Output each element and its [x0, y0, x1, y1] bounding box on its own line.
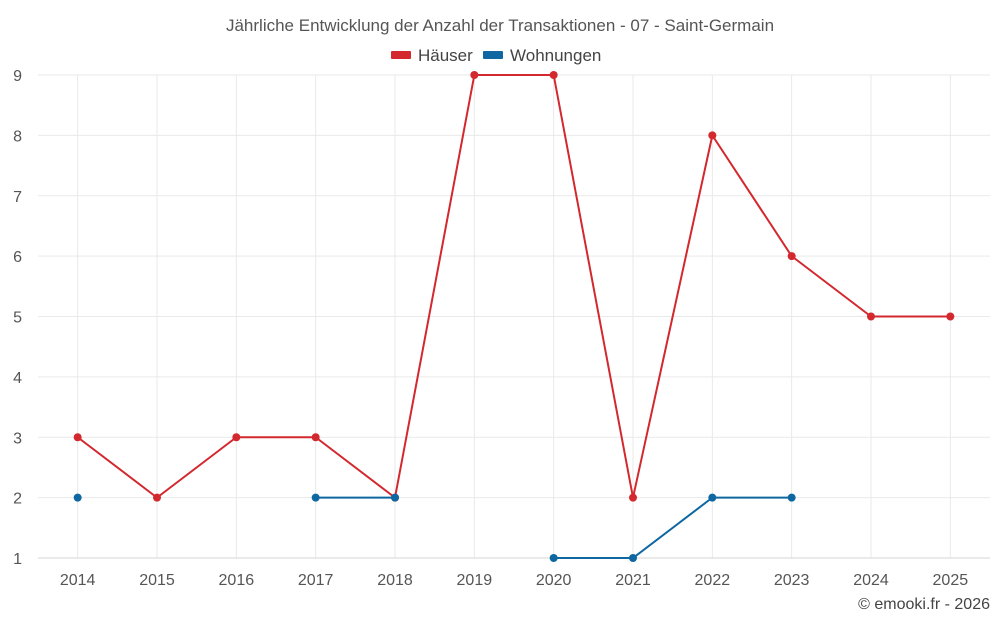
x-tick-label: 2015: [139, 572, 175, 589]
data-point-haeuser[interactable]: [946, 312, 955, 321]
x-tick-label: 2023: [774, 572, 810, 589]
y-axis: 1 2 3 4 5 6 7 8 9: [13, 68, 22, 568]
x-tick-label: 2025: [933, 572, 969, 589]
data-point-haeuser[interactable]: [232, 433, 241, 442]
legend-swatch-haeuser: [391, 51, 411, 59]
series-line-haeuser: [77, 74, 951, 499]
x-tick-label: 2017: [298, 572, 334, 589]
y-tick-label: 7: [13, 189, 22, 206]
series-wohnungen: [73, 493, 796, 562]
data-point-wohnungen[interactable]: [787, 493, 796, 502]
y-tick-label: 3: [13, 430, 22, 447]
x-tick-label: 2014: [60, 572, 96, 589]
y-tick-label: 8: [13, 128, 22, 145]
data-point-haeuser[interactable]: [708, 131, 717, 140]
x-tick-label: 2024: [853, 572, 889, 589]
data-point-haeuser[interactable]: [629, 493, 637, 502]
y-tick-label: 6: [13, 249, 22, 266]
series: [73, 71, 955, 562]
data-point-haeuser[interactable]: [549, 71, 558, 79]
legend-label-haeuser: Häuser: [418, 46, 473, 65]
legend-label-wohnungen: Wohnungen: [510, 46, 601, 65]
y-tick-label: 9: [13, 68, 22, 85]
data-point-wohnungen[interactable]: [311, 493, 320, 502]
data-point-haeuser[interactable]: [73, 433, 82, 442]
legend-swatch-wohnungen: [483, 51, 503, 59]
grid: [38, 74, 990, 559]
data-point-wohnungen[interactable]: [708, 493, 717, 502]
legend-item-wohnungen[interactable]: Wohnungen: [483, 46, 601, 65]
legend-item-haeuser[interactable]: Häuser: [391, 46, 473, 65]
x-tick-label: 2018: [377, 572, 413, 589]
data-point-haeuser[interactable]: [867, 312, 875, 321]
series-line-wohnungen: [553, 496, 792, 559]
data-point-haeuser[interactable]: [311, 433, 320, 442]
x-tick-label: 2021: [615, 572, 651, 589]
data-point-wohnungen[interactable]: [391, 493, 399, 502]
x-tick-label: 2020: [536, 572, 572, 589]
x-tick-label: 2019: [457, 572, 493, 589]
data-point-haeuser[interactable]: [787, 252, 796, 261]
data-point-wohnungen[interactable]: [73, 493, 82, 502]
data-point-haeuser[interactable]: [153, 493, 161, 502]
y-tick-label: 4: [13, 370, 22, 387]
y-tick-label: 5: [13, 310, 22, 327]
x-tick-label: 2016: [219, 572, 255, 589]
legend: Häuser Wohnungen: [391, 46, 601, 65]
chart-title: Jährliche Entwicklung der Anzahl der Tra…: [226, 16, 774, 35]
x-axis: 2014 2015 2016 2017 2018 2019 2020 2021 2022 2023…: [38, 557, 990, 589]
y-tick-label: 2: [13, 491, 22, 508]
data-point-wohnungen[interactable]: [549, 554, 558, 562]
data-point-haeuser[interactable]: [470, 71, 479, 79]
data-point-wohnungen[interactable]: [629, 554, 637, 562]
y-tick-label: 1: [13, 551, 22, 568]
x-tick-label: 2022: [695, 572, 731, 589]
credit-text: © emooki.fr - 2026: [858, 596, 990, 613]
